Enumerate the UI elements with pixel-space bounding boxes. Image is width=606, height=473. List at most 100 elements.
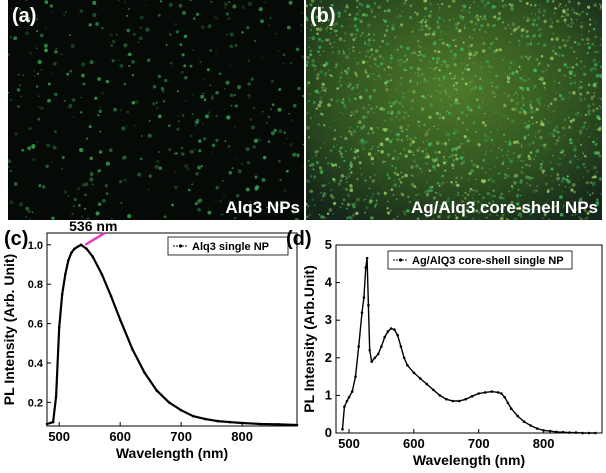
nanoparticle-glow: [465, 10, 468, 12]
nanoparticle-glow: [417, 72, 419, 74]
nanoparticle-glow: [537, 129, 541, 133]
nanoparticle-glow: [484, 171, 487, 174]
nanoparticle-glow: [14, 10, 17, 12]
nanoparticle-glow: [354, 71, 358, 75]
nanoparticle-glow: [564, 21, 566, 24]
nanoparticle-glow: [382, 187, 384, 190]
nanoparticle-glow: [551, 49, 555, 53]
nanoparticle-glow: [190, 134, 193, 137]
nanoparticle-glow: [97, 114, 100, 117]
nanoparticle-glow: [519, 76, 522, 80]
nanoparticle-glow: [557, 5, 561, 8]
nanoparticle-glow: [588, 193, 592, 197]
nanoparticle-glow: [461, 111, 464, 115]
nanoparticle-glow: [431, 185, 434, 189]
nanoparticle-glow: [464, 193, 466, 195]
nanoparticle-glow: [467, 172, 469, 174]
nanoparticle-glow: [592, 103, 595, 106]
nanoparticle-glow: [341, 202, 344, 205]
nanoparticle-glow: [329, 27, 333, 31]
nanoparticle-glow: [367, 42, 371, 47]
nanoparticle-glow: [309, 214, 311, 216]
nanoparticle-glow: [522, 100, 524, 102]
nanoparticle-glow: [495, 85, 499, 89]
nanoparticle-glow: [352, 134, 355, 137]
nanoparticle-glow: [417, 54, 420, 57]
nanoparticle-glow: [335, 22, 338, 25]
nanoparticle-glow: [318, 213, 320, 216]
nanoparticle-glow: [245, 147, 250, 152]
nanoparticle-glow: [247, 1, 253, 6]
nanoparticle-glow: [352, 113, 355, 116]
nanoparticle-glow: [361, 32, 364, 35]
nanoparticle-glow: [460, 9, 463, 12]
nanoparticle-glow: [132, 32, 136, 36]
nanoparticle-glow: [282, 205, 285, 208]
nanoparticle-glow: [322, 50, 325, 53]
nanoparticle-glow: [338, 166, 341, 168]
nanoparticle-glow: [300, 11, 304, 15]
nanoparticle-glow: [389, 129, 392, 132]
nanoparticle-glow: [411, 99, 414, 103]
nanoparticle-glow: [442, 106, 445, 109]
nanoparticle-glow: [568, 160, 572, 164]
nanoparticle-glow: [189, 149, 194, 154]
nanoparticle-glow: [473, 208, 475, 210]
nanoparticle-glow: [342, 113, 344, 115]
nanoparticle-glow: [596, 203, 599, 207]
nanoparticle-glow: [536, 208, 538, 210]
nanoparticle-glow: [321, 22, 323, 24]
nanoparticle-glow: [579, 97, 582, 99]
nanoparticle-glow: [36, 85, 39, 88]
nanoparticle-glow: [456, 207, 460, 210]
nanoparticle-glow: [119, 59, 121, 62]
nanoparticle-glow: [485, 150, 488, 153]
nanoparticle-glow: [320, 64, 323, 66]
nanoparticle-glow: [191, 94, 194, 97]
nanoparticle-glow: [563, 15, 566, 18]
nanoparticle-glow: [577, 158, 579, 160]
nanoparticle-glow: [580, 68, 583, 70]
nanoparticle-glow: [527, 209, 530, 212]
nanoparticle-glow: [511, 107, 515, 111]
nanoparticle-glow: [468, 46, 470, 48]
nanoparticle-glow: [197, 207, 201, 212]
nanoparticle-glow: [454, 129, 458, 133]
nanoparticle-glow: [441, 116, 445, 120]
nanoparticle-glow: [449, 104, 452, 107]
nanoparticle-glow: [364, 140, 368, 144]
nanoparticle-glow: [283, 142, 285, 144]
nanoparticle-glow: [340, 100, 345, 105]
nanoparticle-glow: [260, 19, 264, 24]
nanoparticle-glow: [468, 6, 471, 9]
nanoparticle-glow: [158, 166, 163, 170]
nanoparticle-glow: [192, 49, 194, 51]
nanoparticle-glow: [357, 125, 359, 128]
nanoparticle-glow: [414, 72, 417, 74]
nanoparticle-glow: [343, 188, 345, 191]
nanoparticle-glow: [359, 142, 361, 144]
nanoparticle-glow: [302, 143, 304, 146]
nanoparticle-glow: [552, 0, 555, 3]
data-point: [228, 420, 232, 424]
nanoparticle-glow: [397, 101, 400, 104]
nanoparticle-glow: [197, 122, 199, 124]
nanoparticle-glow: [26, 20, 30, 24]
nanoparticle-glow: [367, 152, 372, 156]
nanoparticle-glow: [441, 2, 444, 6]
nanoparticle-glow: [492, 189, 496, 192]
nanoparticle-glow: [160, 86, 165, 91]
nanoparticle-glow: [439, 99, 442, 102]
nanoparticle-glow: [461, 77, 464, 81]
data-point: [118, 318, 122, 321]
data-point: [561, 430, 565, 434]
nanoparticle-glow: [358, 2, 362, 6]
nanoparticle-glow: [599, 106, 602, 109]
nanoparticle-glow: [458, 29, 462, 33]
nanoparticle-glow: [569, 46, 573, 50]
nanoparticle-glow: [328, 182, 331, 185]
nanoparticle-glow: [267, 115, 271, 119]
nanoparticle-glow: [491, 16, 494, 18]
nanoparticle-glow: [454, 44, 457, 47]
